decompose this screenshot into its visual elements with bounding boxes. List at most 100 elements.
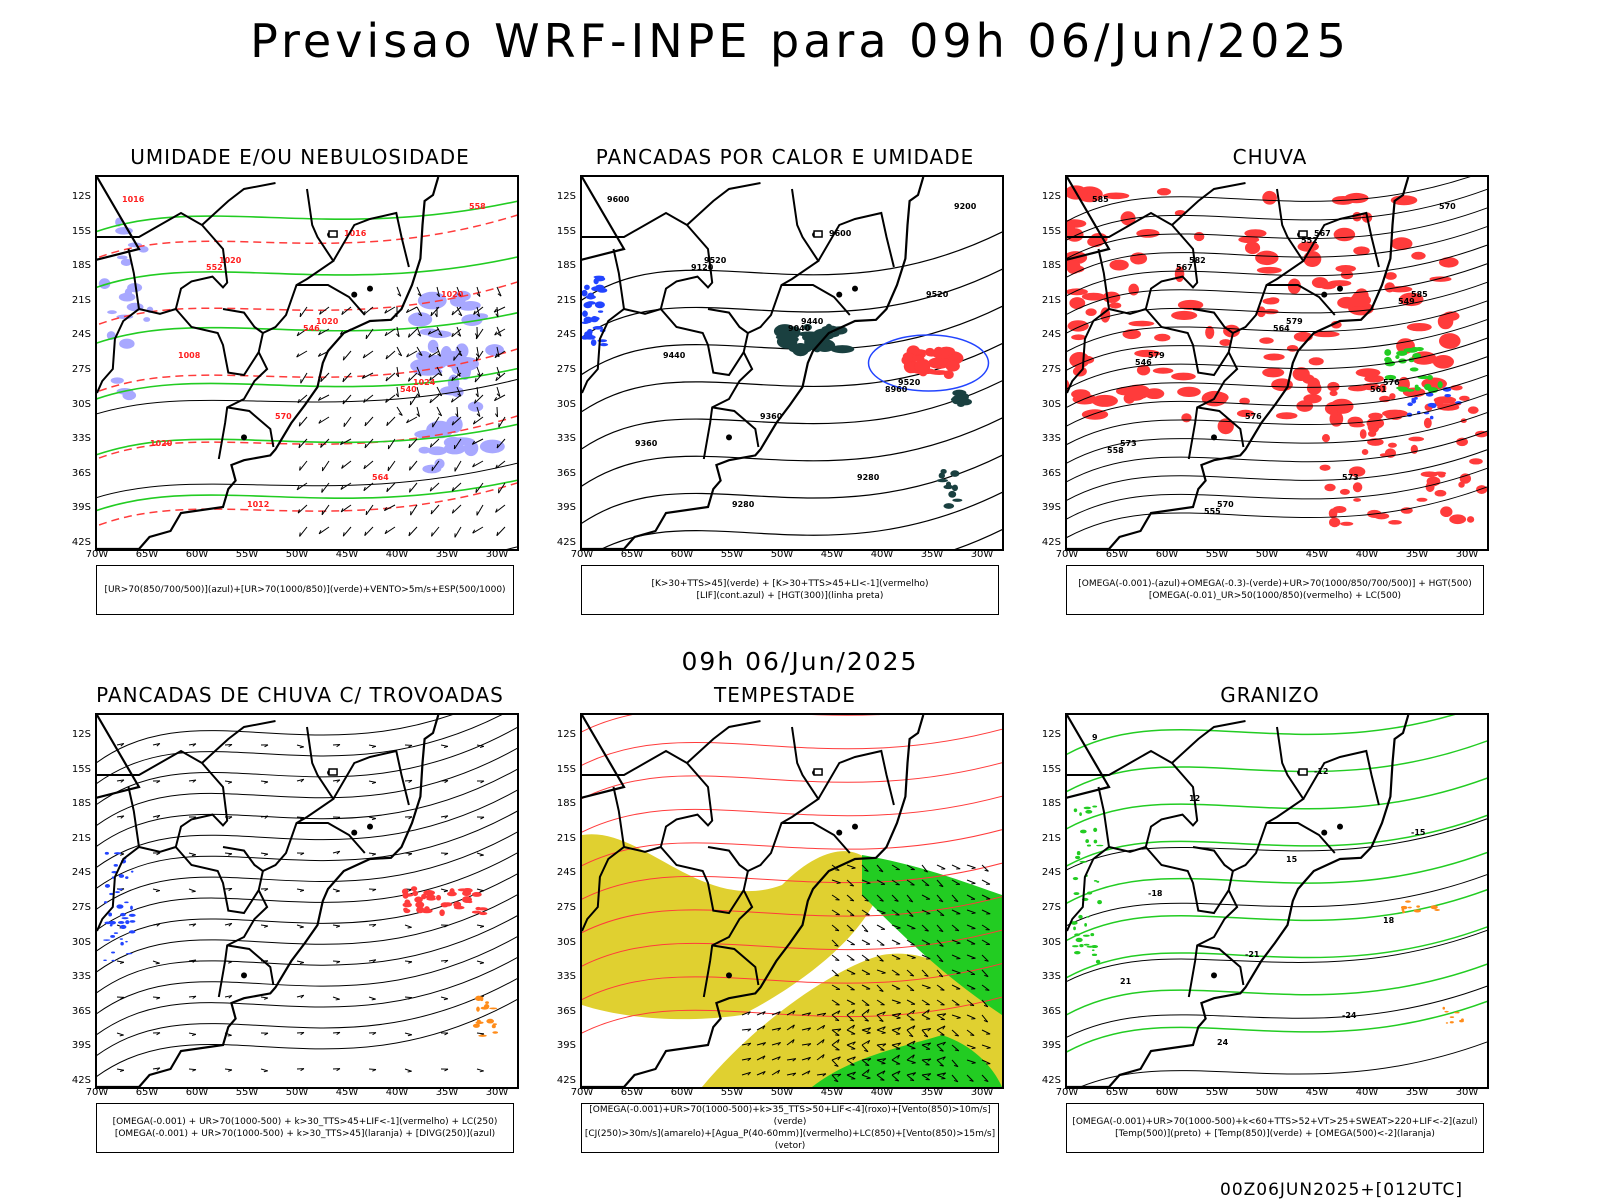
lat-label: 30S: [556, 398, 576, 410]
lat-label: 36S: [1041, 467, 1061, 479]
lat-label: 24S: [71, 867, 91, 879]
lat-label: 24S: [556, 867, 576, 879]
contour-label: 21: [1120, 977, 1132, 986]
lon-label: 70W: [85, 1087, 109, 1098]
lon-label: 50W: [285, 1087, 309, 1098]
lat-label: 30S: [556, 936, 576, 948]
contour-label: 9440: [663, 351, 686, 360]
legend-box: [OMEGA(-0.001) + UR>70(1000-500) + k>30_…: [96, 1103, 514, 1153]
lon-label: 30W: [485, 1087, 509, 1098]
lon-label: 35W: [1405, 549, 1429, 560]
lat-label: 36S: [1041, 1005, 1061, 1017]
contour-label: 9040: [788, 324, 811, 333]
lon-label: 70W: [1055, 549, 1079, 560]
lon-label: 65W: [620, 549, 644, 560]
panel-title: TEMPESTADE: [714, 683, 856, 707]
lon-label: 60W: [670, 549, 694, 560]
legend-box: [UR>70(850/700/500)](azul)+[UR>70(1000/8…: [96, 565, 514, 615]
lat-label: 18S: [1041, 260, 1061, 272]
legend-box: [OMEGA(-0.001)-(azul)+OMEGA(-0.3)-(verde…: [1066, 565, 1484, 615]
map-granizo: 9 12 15 18 21 24 -12 -15 -18 -21 -24: [1065, 713, 1489, 1089]
lon-label: 40W: [1355, 549, 1379, 560]
lat-label: 18S: [556, 260, 576, 272]
lon-label: 55W: [235, 549, 259, 560]
lat-label: 42S: [1041, 1075, 1061, 1086]
legend-line: [K>30+TTS>45](verde) + [K>30+TTS>45+LI<-…: [651, 579, 929, 589]
lon-label: 45W: [335, 1087, 359, 1098]
legend-box: [OMEGA(-0.001)+UR>70(1000-500)+k<60+TTS>…: [1066, 1103, 1484, 1153]
lon-label: 30W: [1455, 1087, 1479, 1098]
lon-label: 30W: [970, 549, 994, 560]
contour-label: 576: [1383, 378, 1400, 387]
contour-label: 1020: [150, 439, 173, 448]
contour-label: -24: [1342, 1011, 1357, 1020]
contour-label: 570: [1439, 202, 1456, 211]
lon-label: 60W: [1155, 1087, 1179, 1098]
lon-label: 40W: [870, 1087, 894, 1098]
contour-label: 564: [1273, 324, 1290, 333]
lon-label: 60W: [670, 1087, 694, 1098]
main-title: Previsao WRF-INPE para 09h 06/Jun/2025: [250, 14, 1350, 68]
contour-label: -18: [1148, 889, 1163, 898]
lat-label: 24S: [71, 329, 91, 341]
contour-label: 1020: [441, 290, 464, 299]
map-pancadas-calor: 9600 9520 9440 9520 9360 9280 9600 9520 9440 9360…: [580, 175, 1004, 551]
lon-label: 70W: [85, 549, 109, 560]
lon-label: 40W: [385, 549, 409, 560]
lat-label: 27S: [71, 364, 91, 375]
contour-label: 9520: [704, 256, 727, 265]
lon-label: 45W: [820, 1087, 844, 1098]
legend-line: [CJ(250)>30m/s](amarelo)+[Agua_P(40-60mm…: [584, 1129, 996, 1151]
map-canvas: 1016 1020 1020 1024 1020 1012 1016 1020 1008 570 5…: [97, 177, 517, 549]
lat-label: 18S: [1041, 798, 1061, 810]
contour-label: 18: [1383, 916, 1395, 925]
panel-title: GRANIZO: [1220, 683, 1320, 707]
lon-label: 65W: [1105, 1087, 1129, 1098]
lat-label: 33S: [1041, 433, 1061, 445]
lat-label: 21S: [556, 832, 576, 844]
contour-label: 555: [1204, 507, 1221, 516]
contour-label: 15: [1286, 855, 1298, 864]
lon-label: 35W: [920, 549, 944, 560]
lon-label: 70W: [570, 549, 594, 560]
contour-label: 582: [1189, 256, 1206, 265]
panel-title: PANCADAS POR CALOR E UMIDADE: [595, 145, 975, 169]
contour-label: 9600: [607, 195, 630, 204]
legend-line: [OMEGA(-0.001)-(azul)+OMEGA(-0.3)-(verde…: [1078, 579, 1472, 589]
contour-label: 552: [206, 263, 223, 272]
lon-label: 35W: [1405, 1087, 1429, 1098]
lat-label: 24S: [556, 329, 576, 341]
contour-label: 546: [303, 324, 320, 333]
lat-label: 21S: [556, 294, 576, 306]
contour-label: 579: [1148, 351, 1165, 360]
contour-label: -21: [1245, 950, 1260, 959]
contour-label: 549: [1398, 297, 1415, 306]
lat-label: 12S: [556, 191, 576, 202]
contour-label: 558: [469, 202, 486, 211]
lat-label: 42S: [1041, 537, 1061, 548]
map-tempestade: [580, 713, 1004, 1089]
lat-label: 24S: [1041, 329, 1061, 341]
lat-label: 21S: [1041, 832, 1061, 844]
contour-label: 567: [1314, 229, 1331, 238]
contour-label: 546: [1135, 358, 1152, 367]
lat-label: 27S: [556, 364, 576, 375]
map-pancadas-trovoadas: [95, 713, 519, 1089]
contour-label: 9360: [760, 412, 783, 421]
lon-label: 45W: [820, 549, 844, 560]
lat-label: 27S: [71, 902, 91, 913]
lat-label: 39S: [556, 502, 576, 514]
lon-label: 70W: [1055, 1087, 1079, 1098]
lat-label: 39S: [1041, 502, 1061, 514]
lon-label: 35W: [435, 1087, 459, 1098]
lat-label: 33S: [71, 971, 91, 983]
lon-label: 45W: [335, 549, 359, 560]
lon-label: 50W: [1255, 1087, 1279, 1098]
lat-label: 27S: [1041, 902, 1061, 913]
contour-label: 573: [1120, 439, 1137, 448]
lon-label: 65W: [620, 1087, 644, 1098]
contour-label: 540: [400, 385, 417, 394]
lat-label: 42S: [71, 537, 91, 548]
legend-line: [OMEGA(-0.01)_UR>50(1000/850)(vermelho) …: [1148, 591, 1402, 601]
